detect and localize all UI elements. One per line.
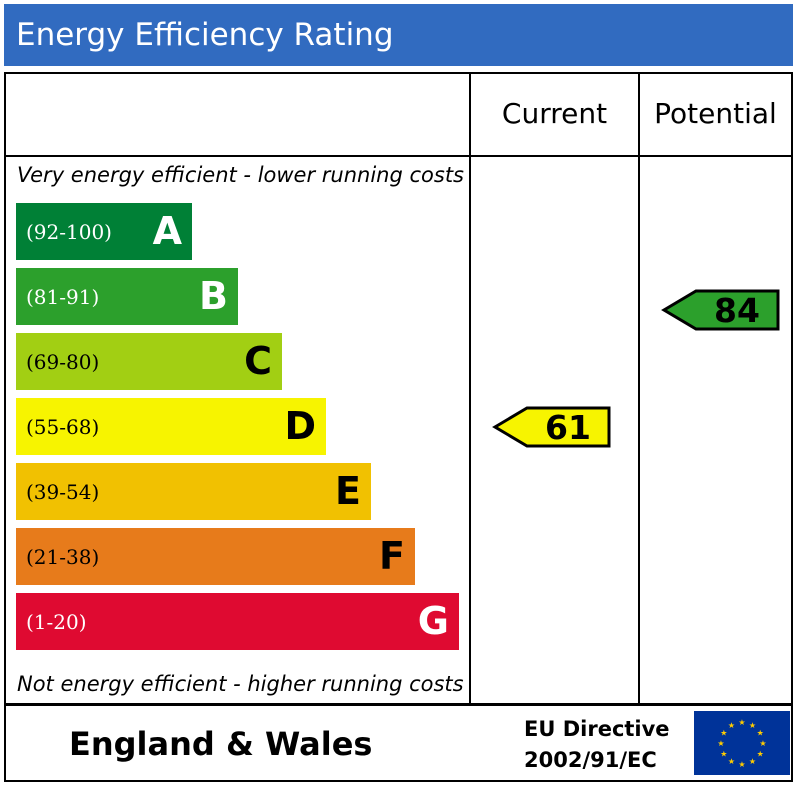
band-range-label: (39-54) <box>26 480 100 504</box>
eu-star-icon: ★ <box>749 757 756 766</box>
chart-title: Energy Efficiency Rating <box>16 17 394 53</box>
band-letter: G <box>417 599 449 643</box>
potential-rating-arrow: 84 <box>661 289 780 331</box>
current-rating-value: 61 <box>545 408 591 447</box>
band-range-label: (21-38) <box>26 545 100 569</box>
band-range-label: (1-20) <box>26 610 87 634</box>
potential-rating-value: 84 <box>714 291 760 330</box>
band-letter: F <box>379 534 405 578</box>
current-rating-arrow-shape <box>492 406 611 448</box>
current-rating-arrow: 61 <box>492 406 611 448</box>
directive-line-2: 2002/91/EC <box>524 748 657 772</box>
eu-star-icon: ★ <box>749 721 756 730</box>
band-g: (1-20) G <box>16 593 459 650</box>
band-f: (21-38) F <box>16 528 415 585</box>
band-range-label: (69-80) <box>26 350 100 374</box>
caption-efficient: Very energy efficient - lower running co… <box>17 163 464 187</box>
eu-star-icon: ★ <box>720 750 727 759</box>
band-b: (81-91) B <box>16 268 238 325</box>
eu-star-icon: ★ <box>728 721 735 730</box>
region-label: England & Wales <box>69 725 373 763</box>
rating-frame <box>4 72 793 782</box>
eu-flag-icon: ★ ★★★★★★★★★★★ <box>694 711 790 775</box>
band-letter: B <box>199 274 228 318</box>
band-range-label: (92-100) <box>26 220 112 244</box>
band-range-label: (55-68) <box>26 415 100 439</box>
column-header-potential: Potential <box>654 97 777 130</box>
potential-rating-arrow-shape <box>661 289 780 331</box>
eu-star-icon: ★ <box>757 729 764 738</box>
column-header-current: Current <box>501 97 608 130</box>
eu-star-icon: ★ <box>728 757 735 766</box>
divider-current-left <box>469 72 471 705</box>
band-letter: A <box>152 209 182 253</box>
footer-divider <box>4 703 793 706</box>
band-c: (69-80) C <box>16 333 282 390</box>
eu-star-icon: ★ <box>738 718 745 727</box>
directive-line-1: EU Directive <box>524 717 670 741</box>
band-e: (39-54) E <box>16 463 371 520</box>
eu-star-icon: ★ <box>757 750 764 759</box>
divider-potential-left <box>638 72 640 705</box>
band-letter: E <box>335 469 361 513</box>
band-letter: D <box>284 404 316 448</box>
eu-star-icon: ★ <box>759 739 766 748</box>
eu-star-icon: ★ <box>717 739 724 748</box>
band-d: (55-68) D <box>16 398 326 455</box>
header-divider <box>4 155 793 157</box>
caption-inefficient: Not energy efficient - higher running co… <box>17 672 464 696</box>
band-a: (92-100) A <box>16 203 192 260</box>
band-letter: C <box>244 339 272 383</box>
band-range-label: (81-91) <box>26 285 100 309</box>
eu-star-icon: ★ <box>720 729 727 738</box>
title-bar: Energy Efficiency Rating <box>4 4 793 66</box>
eu-star-icon: ★ <box>738 760 745 769</box>
eu-flag-background <box>694 711 790 775</box>
